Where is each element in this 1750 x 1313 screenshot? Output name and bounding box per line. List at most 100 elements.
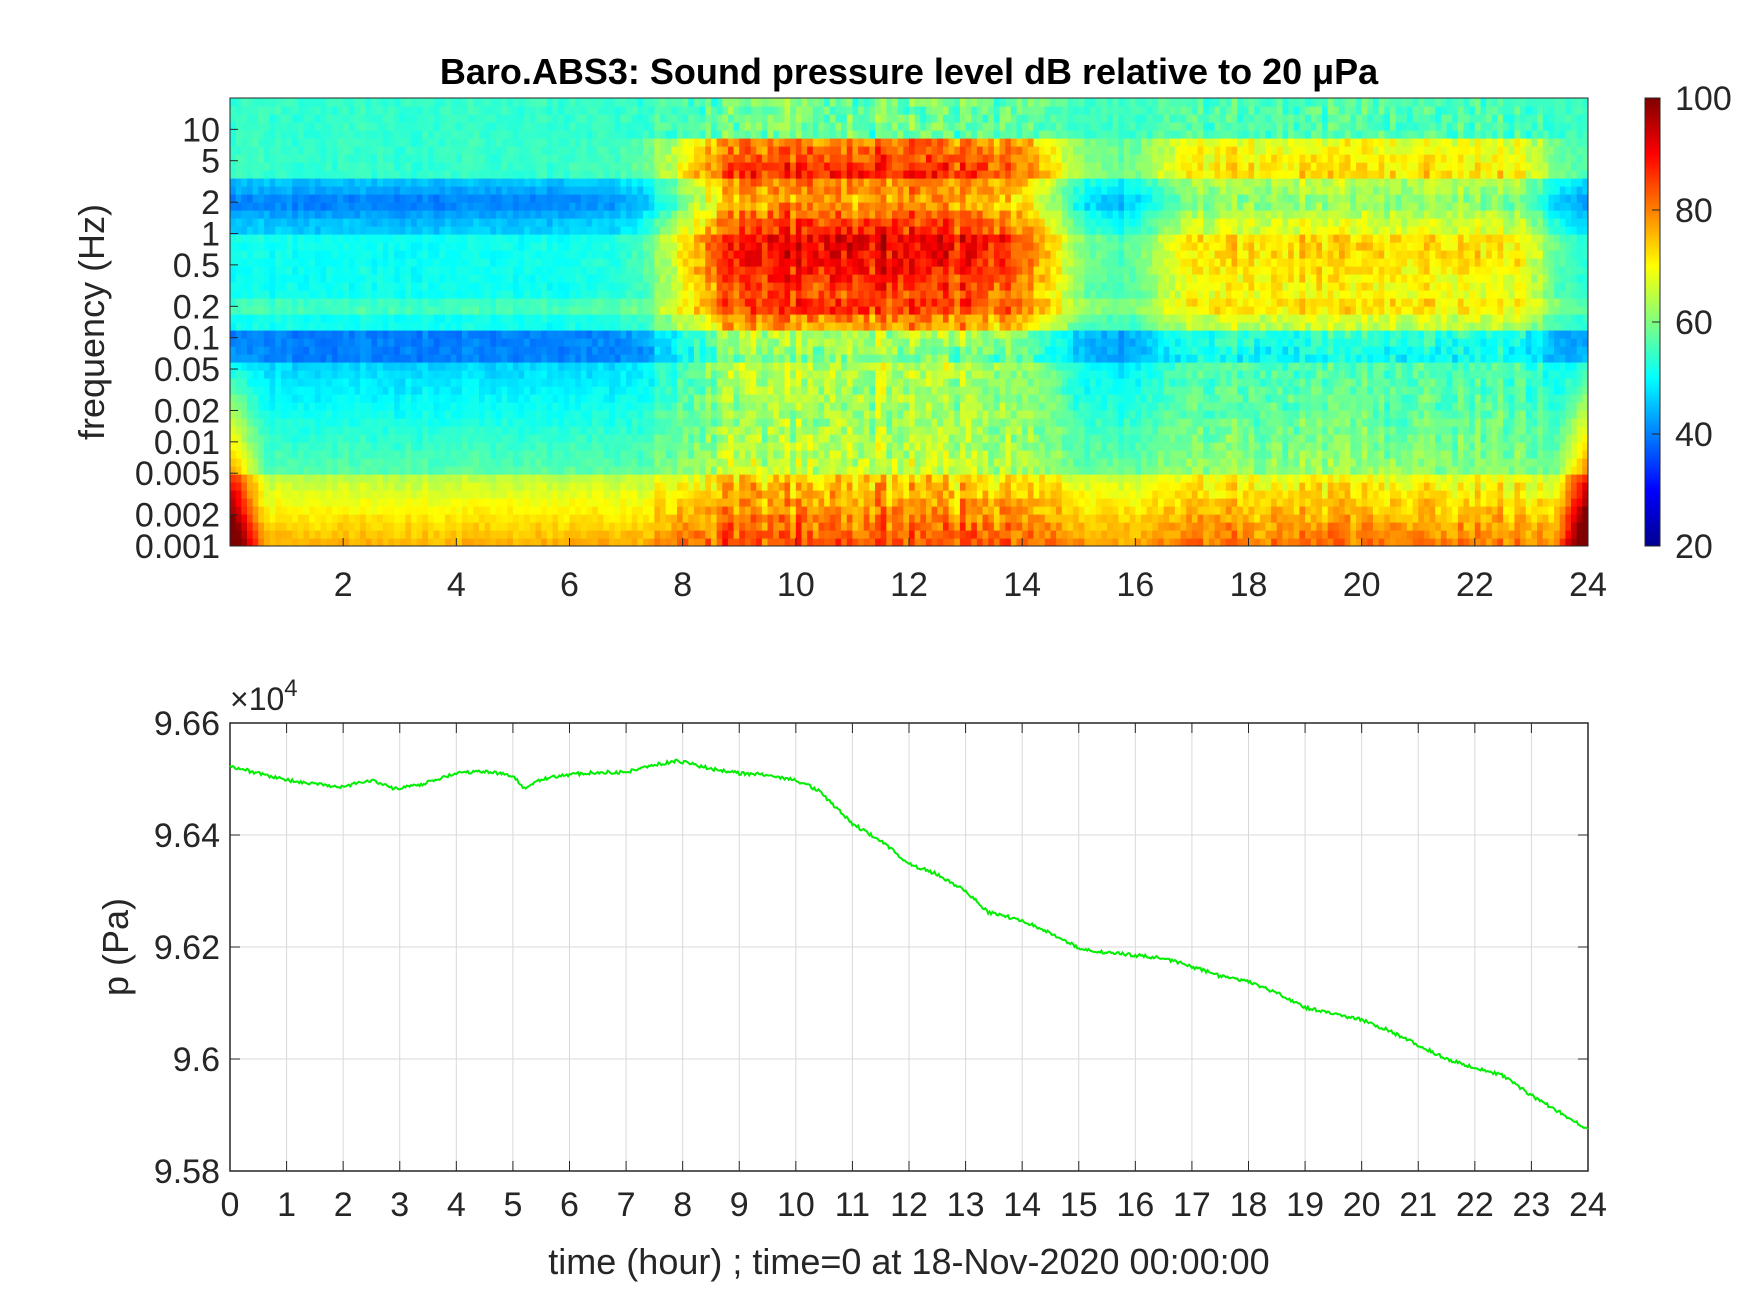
heatmap-cell <box>456 314 463 323</box>
heatmap-cell <box>320 394 327 403</box>
heatmap-cell <box>478 266 486 275</box>
heatmap-cell <box>637 194 644 203</box>
heatmap-cell <box>620 426 627 435</box>
heatmap-cell <box>484 282 491 291</box>
heatmap-cell <box>439 458 446 467</box>
heatmap-cell <box>609 434 616 443</box>
heatmap-cell <box>614 442 622 451</box>
heatmap-cell <box>501 338 508 347</box>
heatmap-cell <box>467 378 474 387</box>
heatmap-cell <box>314 306 322 315</box>
heatmap-cell <box>343 170 350 179</box>
heatmap-cell <box>399 522 407 531</box>
heatmap-cell <box>563 210 571 219</box>
heatmap-cell <box>705 426 712 435</box>
heatmap-cell <box>241 394 248 403</box>
heatmap-cell <box>597 146 605 155</box>
heatmap-cell <box>478 370 486 379</box>
heatmap-cell <box>710 266 718 275</box>
heatmap-cell <box>705 306 712 315</box>
heatmap-cell <box>445 186 452 195</box>
heatmap-cell <box>586 290 593 299</box>
heatmap-cell <box>230 122 237 131</box>
heatmap-cell <box>722 410 729 419</box>
heatmap-cell <box>235 514 242 523</box>
heatmap-cell <box>507 106 514 115</box>
heatmap-cell <box>733 482 740 491</box>
heatmap-cell <box>671 266 678 275</box>
heatmap-cell <box>603 274 610 283</box>
heatmap-cell <box>501 106 508 115</box>
heatmap-cell <box>331 282 339 291</box>
heatmap-cell <box>467 498 474 507</box>
heatmap-cell <box>575 186 582 195</box>
heatmap-cell <box>682 434 689 443</box>
heatmap-cell <box>654 146 661 155</box>
heatmap-cell <box>314 202 322 211</box>
heatmap-cell <box>456 298 463 307</box>
heatmap-cell <box>343 498 350 507</box>
heatmap-cell <box>677 306 684 315</box>
heatmap-cell <box>343 250 350 259</box>
heatmap-cell <box>326 338 333 347</box>
heatmap-cell <box>411 410 418 419</box>
heatmap-cell <box>275 122 282 131</box>
heatmap-cell <box>230 370 237 379</box>
heatmap-cell <box>337 194 344 203</box>
heatmap-cell <box>241 250 248 259</box>
heatmap-cell <box>326 346 333 355</box>
heatmap-cell <box>558 290 565 299</box>
heatmap-cell <box>326 170 333 179</box>
heatmap-cell <box>365 530 373 539</box>
heatmap-cell <box>235 330 242 339</box>
heatmap-cell <box>637 106 644 115</box>
heatmap-cell <box>518 210 525 219</box>
heatmap-cell <box>439 418 446 427</box>
heatmap-cell <box>258 354 265 363</box>
heatmap-cell <box>660 354 667 363</box>
heatmap-cell <box>433 450 440 459</box>
heatmap-cell <box>348 450 356 459</box>
heatmap-cell <box>546 482 554 491</box>
heatmap-cell <box>592 218 599 227</box>
heatmap-cell <box>552 490 559 499</box>
heatmap-cell <box>592 202 599 211</box>
heatmap-cell <box>388 250 395 259</box>
heatmap-cell <box>235 114 242 123</box>
heatmap-cell <box>303 274 310 283</box>
heatmap-cell <box>467 314 474 323</box>
heatmap-cell <box>467 194 474 203</box>
heatmap-cell <box>716 98 723 107</box>
heatmap-cell <box>303 298 310 307</box>
heatmap-cell <box>416 498 423 507</box>
heatmap-cell <box>246 178 254 187</box>
heatmap-cell <box>722 362 729 371</box>
heatmap-cell <box>518 138 525 147</box>
heatmap-cell <box>360 410 367 419</box>
heatmap-cell <box>297 386 305 395</box>
heatmap-cell <box>263 226 271 235</box>
heatmap-cell <box>705 274 712 283</box>
heatmap-cell <box>478 466 486 475</box>
heatmap-cell <box>314 138 322 147</box>
heatmap-cell <box>620 434 627 443</box>
heatmap-cell <box>371 522 378 531</box>
heatmap-cell <box>377 162 384 171</box>
heatmap-cell <box>727 402 735 411</box>
heatmap-cell <box>688 290 695 299</box>
heatmap-cell <box>297 370 305 379</box>
heatmap-cell <box>252 506 259 515</box>
heatmap-cell <box>558 474 565 483</box>
heatmap-cell <box>518 146 525 155</box>
heatmap-cell <box>405 194 412 203</box>
heatmap-cell <box>303 162 310 171</box>
heatmap-cell <box>575 362 582 371</box>
heatmap-cell <box>309 338 316 347</box>
heatmap-cell <box>394 130 401 139</box>
heatmap-cell <box>688 514 695 523</box>
heatmap-cell <box>626 530 633 539</box>
heatmap-cell <box>518 194 525 203</box>
heatmap-cell <box>597 210 605 219</box>
heatmap-cell <box>411 154 418 163</box>
heatmap-cell <box>258 98 265 107</box>
